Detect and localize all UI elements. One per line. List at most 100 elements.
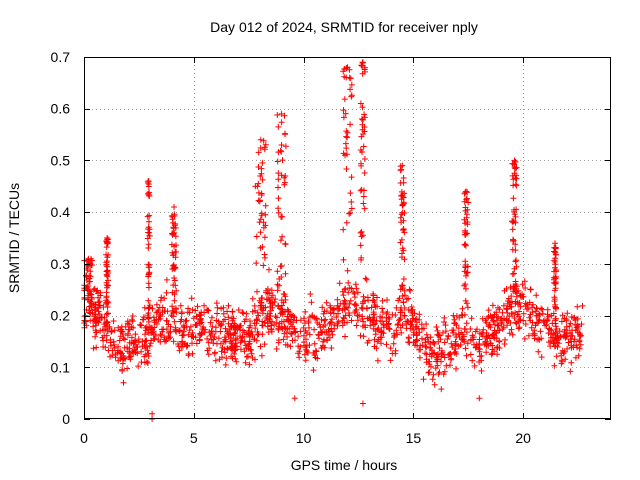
data-point	[512, 213, 519, 220]
data-point	[242, 359, 249, 366]
data-point	[192, 307, 199, 314]
data-point	[515, 325, 522, 332]
data-point	[128, 334, 135, 341]
data-point	[273, 346, 280, 352]
data-point	[115, 324, 122, 331]
data-point	[379, 305, 386, 312]
data-point	[571, 336, 578, 343]
data-point	[397, 316, 403, 323]
data-point	[85, 287, 92, 294]
data-point	[448, 355, 455, 362]
data-point	[116, 337, 123, 344]
data-point	[574, 303, 581, 310]
data-point	[552, 320, 559, 327]
data-point	[576, 345, 583, 352]
data-point	[575, 329, 581, 336]
data-point	[430, 350, 436, 357]
data-point	[552, 301, 559, 308]
data-point	[517, 292, 524, 299]
x-tick-label: 10	[296, 430, 312, 446]
data-point	[84, 267, 91, 273]
data-point	[274, 112, 281, 118]
data-point	[172, 233, 179, 240]
data-point	[371, 336, 378, 343]
data-point	[536, 311, 543, 318]
data-point	[149, 410, 156, 417]
data-point	[378, 340, 384, 347]
data-point	[220, 310, 227, 317]
data-point	[103, 284, 110, 291]
data-point	[242, 342, 249, 349]
data-point	[205, 307, 212, 314]
data-point	[97, 327, 104, 334]
data-point	[254, 309, 261, 316]
data-point	[190, 334, 197, 340]
data-point	[405, 295, 412, 302]
data-point	[372, 331, 379, 338]
data-point	[239, 309, 246, 316]
data-point	[492, 321, 498, 328]
data-point	[144, 347, 151, 354]
data-point	[455, 330, 462, 337]
data-point	[312, 354, 319, 361]
data-point	[266, 297, 273, 304]
data-point	[399, 293, 406, 299]
data-point	[337, 300, 344, 307]
data-point	[275, 184, 281, 191]
data-point	[436, 369, 443, 376]
data-point	[416, 354, 423, 361]
data-point	[233, 358, 240, 365]
data-point	[410, 329, 417, 336]
data-point	[478, 367, 485, 374]
data-point	[417, 346, 424, 353]
data-point	[315, 331, 322, 338]
data-point	[358, 233, 365, 240]
data-point	[205, 339, 212, 346]
data-point	[554, 332, 561, 339]
data-point	[462, 189, 469, 196]
data-point	[86, 303, 93, 310]
data-point	[571, 314, 578, 321]
data-point	[501, 341, 508, 347]
data-point	[132, 331, 139, 338]
data-point	[104, 304, 111, 310]
data-point	[145, 190, 151, 197]
data-point	[282, 241, 289, 248]
data-point	[420, 325, 427, 332]
data-point	[329, 316, 335, 323]
data-point	[370, 291, 377, 297]
data-point	[400, 227, 407, 234]
data-point	[508, 326, 515, 333]
data-point	[575, 352, 582, 359]
data-point	[291, 395, 298, 402]
data-point	[360, 193, 367, 200]
data-point	[464, 340, 471, 347]
data-point	[406, 286, 413, 293]
data-point	[277, 237, 284, 244]
data-point	[348, 174, 355, 181]
data-point	[525, 332, 532, 339]
data-point	[564, 310, 571, 317]
data-point	[173, 287, 180, 294]
data-point	[145, 297, 152, 304]
data-point	[145, 329, 152, 336]
data-point	[383, 341, 390, 348]
data-point	[352, 281, 359, 288]
data-point	[185, 352, 192, 359]
data-point	[509, 271, 516, 277]
data-point	[426, 361, 433, 368]
data-point	[546, 326, 553, 333]
data-point	[254, 329, 261, 335]
data-point	[96, 302, 103, 309]
data-point	[246, 361, 253, 368]
data-point	[510, 238, 516, 244]
data-point	[278, 119, 285, 126]
y-tick-labels: 0 0.1 0.2 0.3 0.4 0.5 0.6 0.7	[51, 49, 71, 427]
data-point	[522, 285, 529, 291]
data-point	[197, 332, 204, 339]
data-point	[120, 355, 127, 362]
data-point	[310, 367, 317, 374]
data-point	[397, 167, 404, 174]
data-point	[255, 312, 262, 319]
data-point	[400, 247, 407, 254]
